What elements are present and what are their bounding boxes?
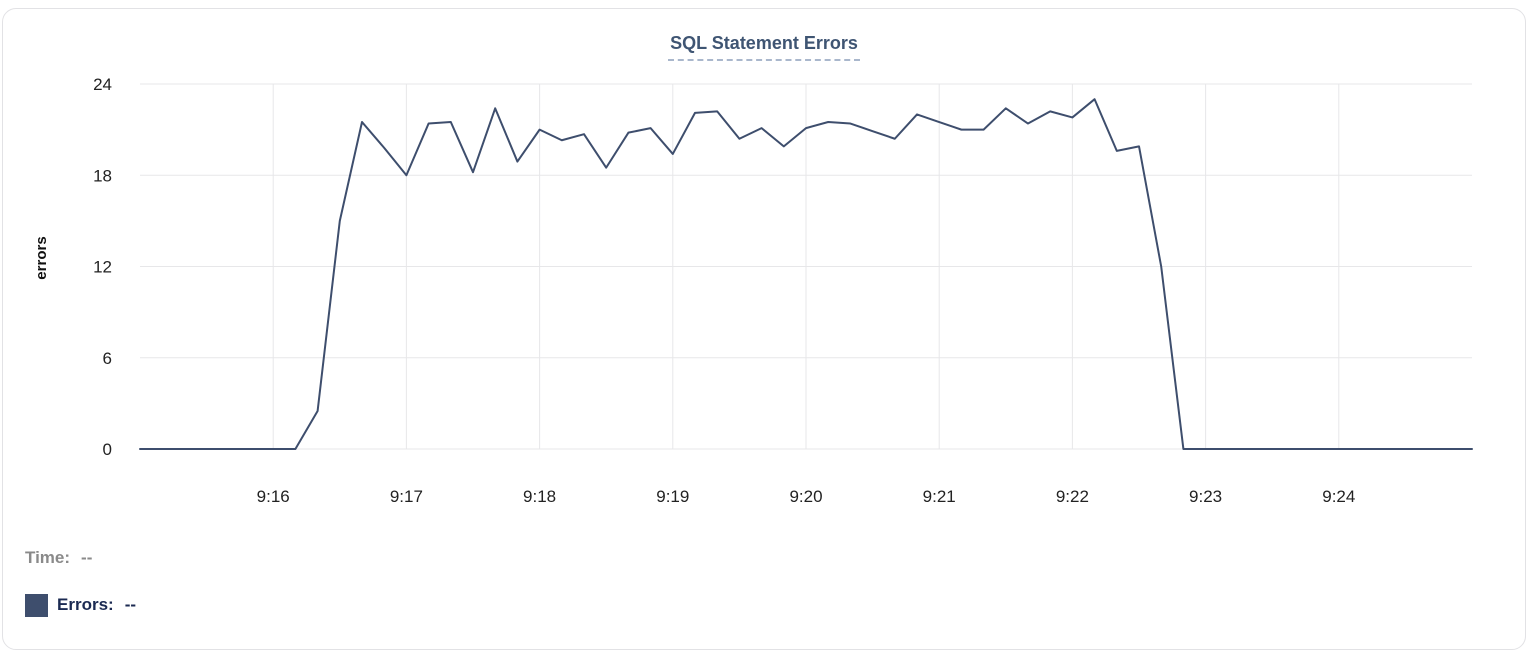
x-axis-labels: 9:16 9:17 9:18 9:19 9:20 9:21 9:22 9:23 9:24: [257, 487, 1356, 506]
svg-text:9:21: 9:21: [923, 487, 956, 506]
svg-text:24: 24: [93, 75, 112, 94]
svg-text:6: 6: [103, 349, 112, 368]
legend-time-label: Time:: [25, 548, 71, 567]
legend-row-time: Time: --: [25, 547, 1525, 569]
svg-text:9:18: 9:18: [523, 487, 556, 506]
svg-text:9:23: 9:23: [1189, 487, 1222, 506]
svg-text:12: 12: [93, 258, 112, 277]
errors-series-swatch: [25, 593, 48, 617]
chart-title-wrap: SQL Statement Errors: [3, 33, 1525, 61]
errors-line-series[interactable]: [139, 98, 1473, 450]
legend-row-errors: Errors: --: [25, 593, 1525, 617]
legend-errors-label: Errors:: [57, 595, 114, 614]
legend-errors-value: --: [124, 595, 137, 614]
svg-text:9:19: 9:19: [656, 487, 689, 506]
chart-card: SQL Statement Errors 0 6 12 18 24 9:16 9:17 9:1…: [2, 8, 1526, 650]
svg-text:9:16: 9:16: [257, 487, 290, 506]
sql-errors-line-chart[interactable]: 0 6 12 18 24 9:16 9:17 9:18 9:19 9:20 9:21 9:22 9:23…: [3, 9, 1525, 515]
svg-text:9:22: 9:22: [1056, 487, 1089, 506]
svg-text:9:20: 9:20: [789, 487, 822, 506]
chart-legend: Time: -- Errors: --: [25, 547, 1525, 617]
gridlines: [140, 83, 1472, 450]
y-axis-labels: 0 6 12 18 24: [93, 75, 112, 459]
svg-text:9:24: 9:24: [1322, 487, 1355, 506]
legend-time-value: --: [81, 548, 93, 567]
svg-text:9:17: 9:17: [390, 487, 423, 506]
chart-title[interactable]: SQL Statement Errors: [668, 33, 860, 61]
svg-text:18: 18: [93, 166, 112, 185]
svg-text:0: 0: [103, 440, 112, 459]
y-axis-title: errors: [33, 236, 50, 279]
